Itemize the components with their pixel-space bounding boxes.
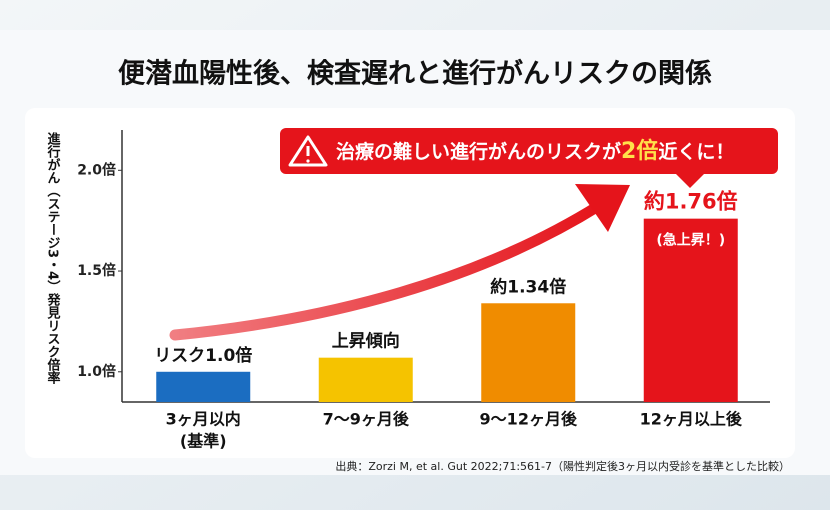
value-label: リスク1.0倍 [154,345,252,366]
chart-title: 便潜血陽性後、検査遅れと進行がんリスクの関係 [118,58,712,90]
bar [481,303,576,402]
baseline-note: (基準) [180,432,227,451]
bar [643,218,738,402]
y-axis-label: 進行がん（ステージ3・4）発見リスク倍率 [45,131,62,385]
callout-text: 治療の難しい進行がんのリスクが [336,140,621,163]
callout-text: 近くに！ [658,141,734,163]
y-tick-label: 1.5倍 [77,262,116,279]
value-label: 上昇傾向 [332,331,400,352]
callout-text: 治療の難しい進行がんのリスクが2倍近くに！ [336,138,734,164]
x-tick-label: 9〜12ヶ月後 [480,410,578,429]
value-label: 約1.76倍 [644,190,738,214]
callout-highlight: 2倍 [621,138,658,164]
trend-arrow [169,199,606,341]
trend-arrow-head [575,184,630,232]
peak-annotation: (急上昇！) [656,232,725,249]
callout-pointer [675,173,705,188]
bar [156,371,251,402]
x-tick-label: 12ヶ月以上後 [640,410,743,429]
callout-box [280,128,778,174]
callout: 治療の難しい進行がんのリスクが2倍近くに！ [280,128,778,188]
source: 出典：Zorzi M, et al. Gut 2022;71:561-7（陽性判… [335,459,790,473]
y-tick-label: 2.0倍 [77,161,116,178]
x-tick-label: 3ヶ月以内 [166,410,241,429]
x-tick-label: 7〜9ヶ月後 [323,410,410,429]
bar [318,357,413,402]
warning-icon [288,135,328,167]
y-tick-label: 1.0倍 [77,363,116,380]
value-label: 約1.34倍 [490,276,566,297]
warning-icon [306,159,310,163]
